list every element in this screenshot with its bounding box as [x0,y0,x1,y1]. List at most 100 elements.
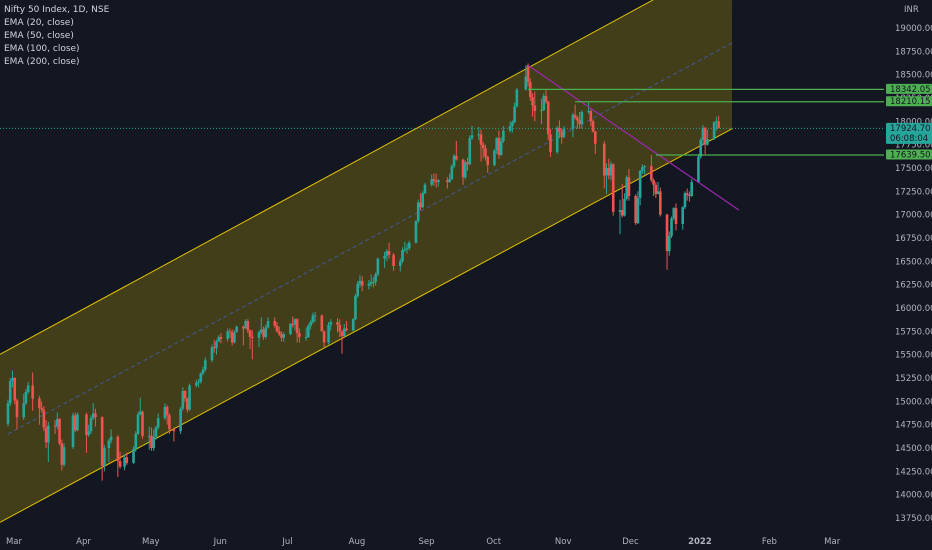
y-tick-label: 14500.00 [895,444,932,454]
candle-body-2021-09-15 [450,166,454,180]
candle-body-2021-07-19 [320,315,324,332]
candle-body-2021-05-26 [199,373,203,382]
candle-body-2021-06-10 [233,332,236,343]
candle-body-2021-08-20 [392,254,395,266]
candle-body-2021-09-09 [437,180,440,182]
candle-body-2022-01-03 [697,156,700,182]
candle-body-2021-10-06 [497,138,501,155]
candle-body-2021-05-05 [152,436,156,448]
candle-body-2021-12-06 [634,196,637,224]
candle-body-2021-05-14 [172,429,176,432]
candle-body-2021-07-13 [307,325,310,337]
y-tick-label: 15500.00 [895,351,932,361]
candle-body-2021-12-29 [685,193,689,196]
candle-body-2021-09-02 [421,193,425,208]
candle-body-2021-03-12 [31,385,34,399]
x-tick-label: Jun [213,537,227,547]
candle-body-2021-07-26 [336,322,339,325]
candle-body-2021-08-25 [403,249,407,251]
candle-body-2021-10-18 [524,76,528,90]
candle-body-2021-09-21 [463,162,467,178]
candle-body-2021-04-23 [125,457,129,463]
candle-body-2021-05-11 [165,406,169,416]
legend-title: Nifty 50 Index, 1D, NSE [4,5,110,15]
candle-body-2021-09-01 [419,202,422,208]
candle-body-2021-09-27 [477,134,481,136]
candle-body-2021-03-10 [26,385,30,392]
candle-body-2022-01-10 [712,122,716,140]
candle-body-2021-06-15 [244,321,247,329]
candle-body-2021-06-21 [257,332,261,338]
candle-body-2021-12-27 [681,207,685,224]
candle-body-2021-12-23 [672,208,676,219]
candle-body-2021-07-12 [304,336,308,338]
candle-body-2021-04-29 [138,411,142,415]
time-axis [0,532,932,550]
y-tick-label: 17250.00 [895,187,932,197]
candle-body-2022-01-04 [699,140,702,157]
price-tag-label-3: 17639.50 [890,150,931,160]
x-tick-label: Dec [622,537,639,547]
candle-body-2021-09-20 [461,159,465,178]
y-tick-label: 19000.00 [895,24,932,34]
price-tag-1 [886,96,932,107]
candle-body-2021-07-20 [322,331,326,343]
candle-body-2021-11-29 [618,210,622,212]
candle-body-2021-11-04 [562,128,566,138]
price-tag-3 [886,149,932,160]
candle-body-2021-03-25 [60,443,64,465]
candle-body-2021-12-09 [641,167,644,171]
candle-body-2021-10-19 [526,65,530,83]
candle-body-2021-03-19 [47,425,50,443]
y-tick-label: 18000.00 [895,117,932,127]
y-tick-label: 16500.00 [895,257,932,267]
candle-body-2021-12-13 [650,166,653,181]
candle-body-2021-03-01 [6,403,10,424]
candle-body-2021-08-12 [374,274,377,282]
candle-body-2021-05-24 [194,382,198,386]
candle-body-2021-07-16 [313,315,317,317]
candle-body-2021-10-25 [540,110,543,112]
candle-body-2021-12-20 [665,214,669,252]
candle-body-2021-03-16 [40,407,43,410]
candle-body-2021-06-29 [275,325,279,332]
candle-body-2021-05-20 [186,398,189,410]
candle-body-2021-11-01 [555,127,559,153]
candle-body-2021-06-14 [242,326,245,329]
currency-label: INR [904,5,919,15]
x-tick-label: Feb [762,537,777,547]
candle-body-2021-06-23 [262,329,265,337]
candle-body-2021-05-07 [156,418,160,428]
candle-body-2021-11-09 [573,114,577,118]
candle-body-2021-08-02 [351,319,355,331]
candle-body-2021-03-23 [56,419,59,427]
candle-body-2021-12-24 [674,208,678,224]
candle-body-2021-07-02 [282,334,286,338]
candle-body-2021-12-10 [643,166,646,168]
candle-body-2021-08-13 [376,258,380,275]
candle-body-2021-07-06 [291,323,294,325]
price-tag-label-2: 17924.70 [890,124,931,134]
candle-body-2021-03-03 [11,378,14,381]
candle-body-2021-08-16 [383,255,386,259]
x-tick-label: May [142,537,160,547]
price-tag-label-0: 18342.05 [890,85,931,95]
candle-body-2021-04-07 [89,418,93,432]
candle-body-2021-09-08 [434,181,438,183]
candle-body-2021-04-12 [100,417,104,466]
candle-body-2021-11-25 [609,164,613,176]
candle-body-2021-05-31 [210,347,214,361]
countdown-label: 06:08:04 [890,134,928,144]
candle-body-2021-08-18 [387,251,391,255]
candle-body-2021-05-03 [147,435,151,437]
candle-body-2021-06-04 [219,336,223,339]
candle-body-2021-08-03 [354,295,357,320]
candle-body-2021-10-28 [546,101,550,135]
candle-body-2021-08-09 [367,283,371,286]
candle-body-2021-11-22 [602,143,606,176]
y-tick-label: 14750.00 [895,421,932,431]
candle-body-2021-05-04 [150,435,153,448]
candle-body-2021-05-28 [203,360,207,370]
candle-body-2021-07-07 [293,319,297,325]
